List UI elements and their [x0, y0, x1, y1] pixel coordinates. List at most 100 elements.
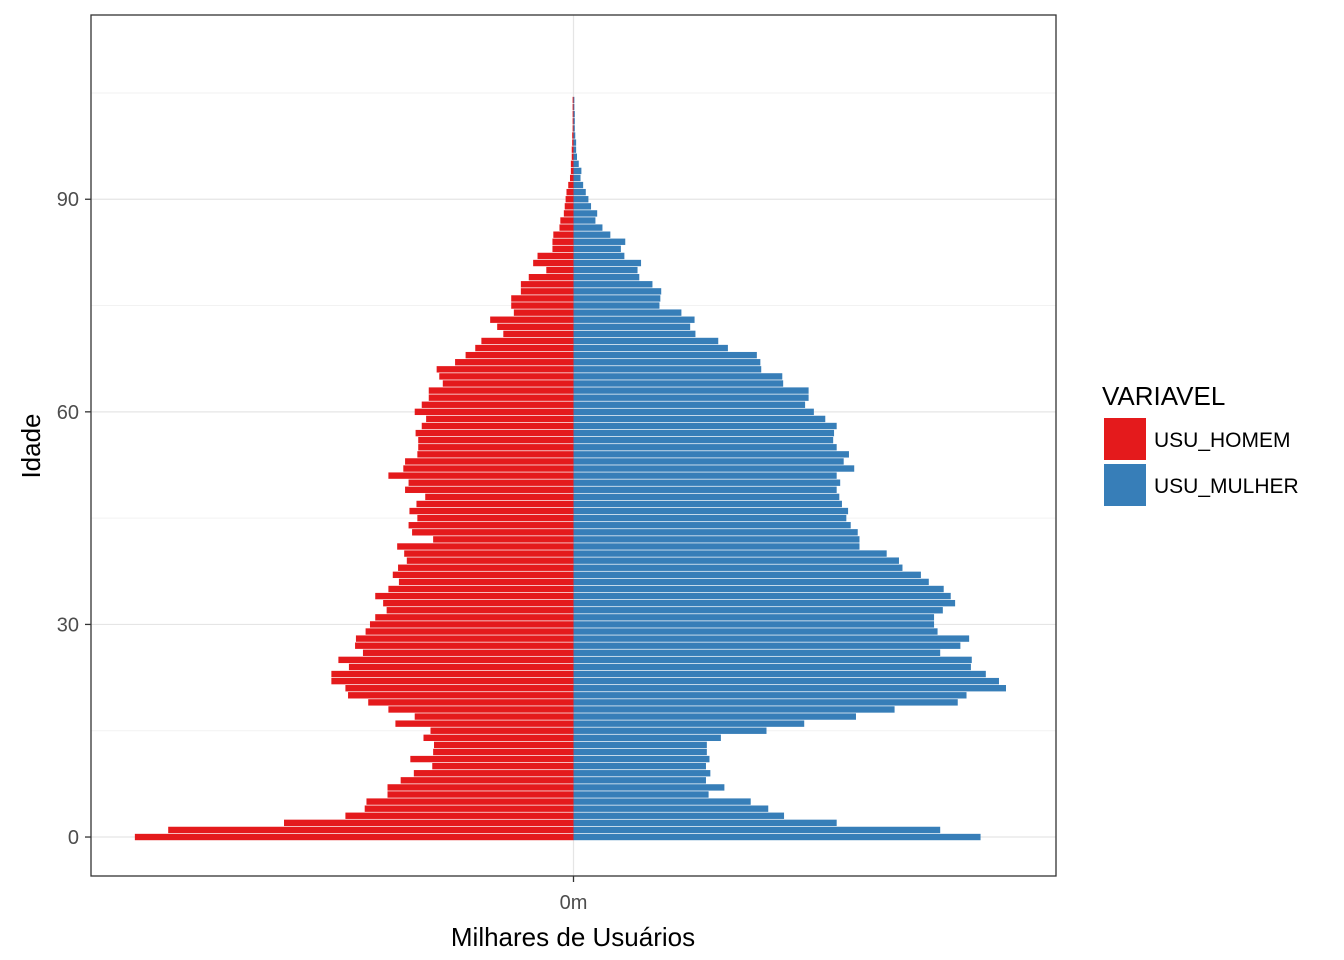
bar-usu-mulher-age-26	[573, 649, 941, 656]
bar-usu-homem-age-101	[572, 118, 574, 125]
bar-usu-mulher-age-68	[573, 351, 757, 359]
bar-usu-homem-age-50	[408, 479, 574, 486]
bar-usu-mulher-age-99	[573, 132, 576, 139]
bar-usu-homem-age-1	[168, 826, 574, 834]
bar-usu-mulher-age-13	[573, 741, 707, 749]
bar-usu-homem-age-44	[408, 522, 574, 529]
bar-usu-mulher-age-39	[573, 557, 899, 564]
bar-usu-mulher-age-76	[573, 295, 661, 302]
bar-usu-mulher-age-81	[573, 259, 642, 267]
bar-usu-mulher-age-97	[573, 146, 577, 153]
bar-usu-homem-age-75	[511, 302, 574, 309]
bar-usu-homem-age-61	[421, 401, 574, 408]
bar-usu-homem-age-4	[364, 805, 574, 812]
bar-usu-homem-age-57	[415, 429, 574, 437]
bar-usu-homem-age-94	[570, 167, 574, 175]
bar-usu-mulher-age-88	[573, 210, 598, 217]
bar-usu-mulher-age-37	[573, 571, 921, 579]
bar-usu-homem-age-62	[428, 394, 574, 401]
bar-usu-homem-age-58	[421, 422, 574, 430]
bar-usu-mulher-age-74	[573, 309, 682, 316]
bar-usu-homem-age-85	[553, 231, 574, 238]
series-usu-mulher	[573, 96, 1006, 841]
bar-usu-mulher-age-75	[573, 302, 660, 309]
bar-usu-homem-age-80	[546, 266, 574, 274]
bar-usu-mulher-age-35	[573, 585, 944, 593]
bar-usu-mulher-age-65	[573, 373, 783, 380]
bar-usu-mulher-age-94	[573, 167, 582, 175]
bar-usu-mulher-age-60	[573, 408, 814, 416]
bar-usu-mulher-age-20	[573, 692, 967, 699]
bar-usu-mulher-age-15	[573, 727, 767, 734]
bar-usu-homem-age-64	[442, 380, 574, 387]
bar-usu-homem-age-19	[368, 699, 574, 706]
bar-usu-homem-age-14	[423, 734, 574, 742]
bar-usu-mulher-age-29	[573, 628, 938, 635]
bar-usu-homem-age-52	[403, 465, 574, 472]
bar-usu-mulher-age-98	[573, 139, 577, 146]
bar-usu-homem-age-60	[414, 408, 574, 416]
bar-usu-homem-age-93	[569, 174, 574, 182]
bar-usu-mulher-age-96	[573, 153, 578, 160]
bar-usu-homem-age-53	[405, 458, 574, 465]
bar-usu-mulher-age-14	[573, 734, 721, 742]
bar-usu-homem-age-25	[338, 656, 574, 664]
bar-usu-homem-age-42	[433, 536, 574, 543]
bar-usu-homem-age-95	[570, 160, 574, 168]
legend-title: VARIAVEL	[1102, 381, 1225, 411]
bar-usu-homem-age-86	[559, 224, 574, 231]
bar-usu-mulher-age-78	[573, 281, 653, 288]
bar-usu-homem-age-8	[400, 777, 574, 784]
bar-usu-mulher-age-69	[573, 344, 728, 352]
bar-usu-mulher-age-84	[573, 238, 626, 245]
bar-usu-mulher-age-38	[573, 564, 903, 571]
bar-usu-homem-age-18	[388, 706, 574, 713]
bar-usu-homem-age-98	[572, 139, 574, 146]
bar-usu-homem-age-68	[465, 351, 574, 359]
bar-usu-homem-age-23	[331, 670, 574, 678]
x-axis-title: Milhares de Usuários	[451, 922, 695, 952]
bar-usu-mulher-age-95	[573, 160, 579, 168]
bar-usu-homem-age-56	[418, 436, 574, 444]
bar-usu-mulher-age-48	[573, 493, 840, 501]
bar-usu-homem-age-49	[405, 486, 574, 493]
bar-usu-homem-age-17	[414, 713, 574, 720]
bar-usu-homem-age-81	[533, 259, 574, 267]
legend-label-usu-homem: USU_HOMEM	[1154, 429, 1291, 452]
bar-usu-mulher-age-16	[573, 720, 805, 727]
bar-usu-homem-age-51	[388, 472, 574, 479]
y-tick-label: 60	[57, 402, 79, 424]
bar-usu-mulher-age-27	[573, 642, 961, 649]
x-axis: 0m	[560, 876, 587, 914]
bar-usu-homem-age-89	[564, 203, 574, 210]
bar-usu-mulher-age-63	[573, 387, 809, 394]
bar-usu-mulher-age-8	[573, 777, 706, 784]
legend-key-usu-mulher	[1104, 464, 1146, 506]
bar-usu-mulher-age-87	[573, 217, 596, 224]
bar-usu-homem-age-99	[572, 132, 574, 139]
bar-usu-mulher-age-11	[573, 755, 710, 763]
bar-usu-mulher-age-100	[573, 125, 575, 132]
bar-usu-homem-age-32	[386, 607, 574, 614]
bar-usu-homem-age-97	[571, 146, 574, 153]
bar-usu-mulher-age-41	[573, 543, 860, 550]
bar-usu-mulher-age-3	[573, 812, 785, 819]
bar-usu-homem-age-31	[375, 614, 574, 621]
bar-usu-mulher-age-102	[573, 111, 575, 118]
bar-usu-mulher-age-57	[573, 429, 835, 437]
bar-usu-homem-age-21	[345, 685, 574, 692]
bar-usu-mulher-age-49	[573, 486, 837, 493]
bar-usu-homem-age-34	[375, 592, 574, 600]
bar-usu-mulher-age-67	[573, 359, 761, 366]
bar-usu-homem-age-26	[362, 649, 574, 656]
bar-usu-mulher-age-18	[573, 706, 895, 713]
bar-usu-homem-age-100	[572, 125, 574, 132]
bar-usu-mulher-age-80	[573, 266, 638, 274]
bar-usu-mulher-age-104	[573, 96, 575, 104]
y-tick-label: 90	[57, 189, 79, 211]
bar-usu-homem-age-66	[436, 366, 574, 373]
bar-usu-mulher-age-36	[573, 578, 929, 586]
bar-usu-homem-age-15	[430, 727, 574, 734]
bar-usu-homem-age-55	[418, 444, 574, 451]
bar-usu-homem-age-104	[572, 96, 574, 104]
